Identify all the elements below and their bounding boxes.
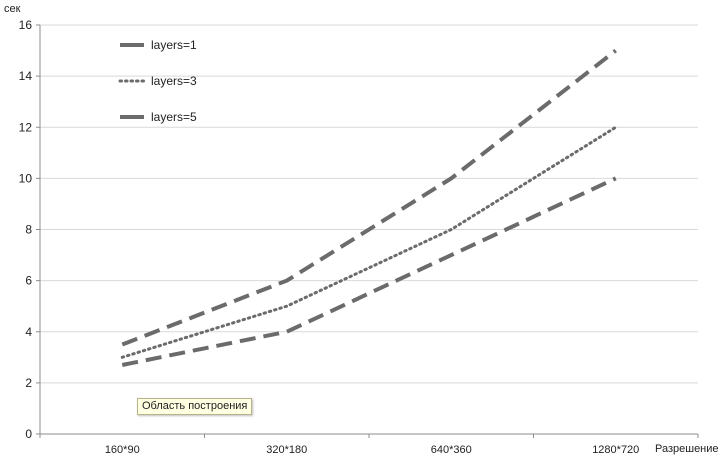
y-tick-label: 0 bbox=[25, 427, 32, 441]
legend-label: layers=5 bbox=[151, 110, 197, 124]
x-axis-title: Разрешение bbox=[655, 443, 719, 455]
legend: layers=1 layers=3 layers=5 bbox=[118, 38, 197, 124]
legend-label: layers=3 bbox=[151, 74, 197, 88]
y-tick-label: 14 bbox=[19, 69, 33, 83]
gridlines bbox=[40, 24, 698, 384]
series-line-1 bbox=[121, 48, 617, 347]
series-line-2 bbox=[120, 125, 618, 359]
y-tick-label: 10 bbox=[19, 171, 33, 185]
y-tick-label: 4 bbox=[25, 325, 32, 339]
legend-label: layers=1 bbox=[151, 38, 197, 52]
y-tick-label: 12 bbox=[19, 120, 33, 134]
y-tick-label: 2 bbox=[25, 376, 32, 390]
x-tick-label: 1280*720 bbox=[592, 444, 639, 456]
y-tick-label: 6 bbox=[25, 274, 32, 288]
y-axis-title: сек bbox=[4, 3, 21, 15]
series-line-3 bbox=[121, 176, 617, 367]
series-lines bbox=[120, 48, 618, 367]
y-tick-label: 8 bbox=[25, 223, 32, 237]
x-tick-label: 160*90 bbox=[105, 444, 140, 456]
axes: 0 2 4 6 8 10 12 14 16 160*90 320*180 640*360 1280*72… bbox=[19, 18, 699, 456]
x-tick-label: 320*180 bbox=[266, 444, 307, 456]
y-tick-label: 16 bbox=[19, 18, 33, 32]
plot-area-tooltip: Область построения bbox=[137, 398, 253, 415]
x-tick-label: 640*360 bbox=[431, 444, 472, 456]
